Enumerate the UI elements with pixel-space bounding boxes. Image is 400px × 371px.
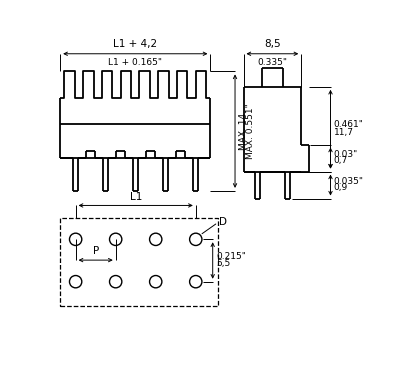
Text: 0,7: 0,7	[334, 156, 348, 165]
Text: 0.461": 0.461"	[334, 120, 364, 129]
Text: 0.335": 0.335"	[257, 58, 287, 67]
Text: 11,7: 11,7	[334, 128, 354, 137]
Text: 0.035": 0.035"	[334, 177, 364, 186]
Text: 5,5: 5,5	[216, 259, 231, 268]
Text: P: P	[92, 246, 99, 256]
Text: 8,5: 8,5	[264, 39, 281, 49]
Text: D: D	[219, 217, 227, 227]
Text: L1 + 4,2: L1 + 4,2	[113, 39, 157, 49]
Text: 0.215": 0.215"	[216, 252, 246, 261]
Text: L1: L1	[130, 191, 142, 201]
Text: MAX. 0.551": MAX. 0.551"	[246, 103, 255, 159]
Bar	[60, 218, 218, 306]
Text: 0,9: 0,9	[334, 183, 348, 192]
Text: MAX. 14: MAX. 14	[239, 112, 248, 150]
Text: 0.03": 0.03"	[334, 150, 358, 159]
Text: L1 + 0.165": L1 + 0.165"	[108, 58, 162, 67]
